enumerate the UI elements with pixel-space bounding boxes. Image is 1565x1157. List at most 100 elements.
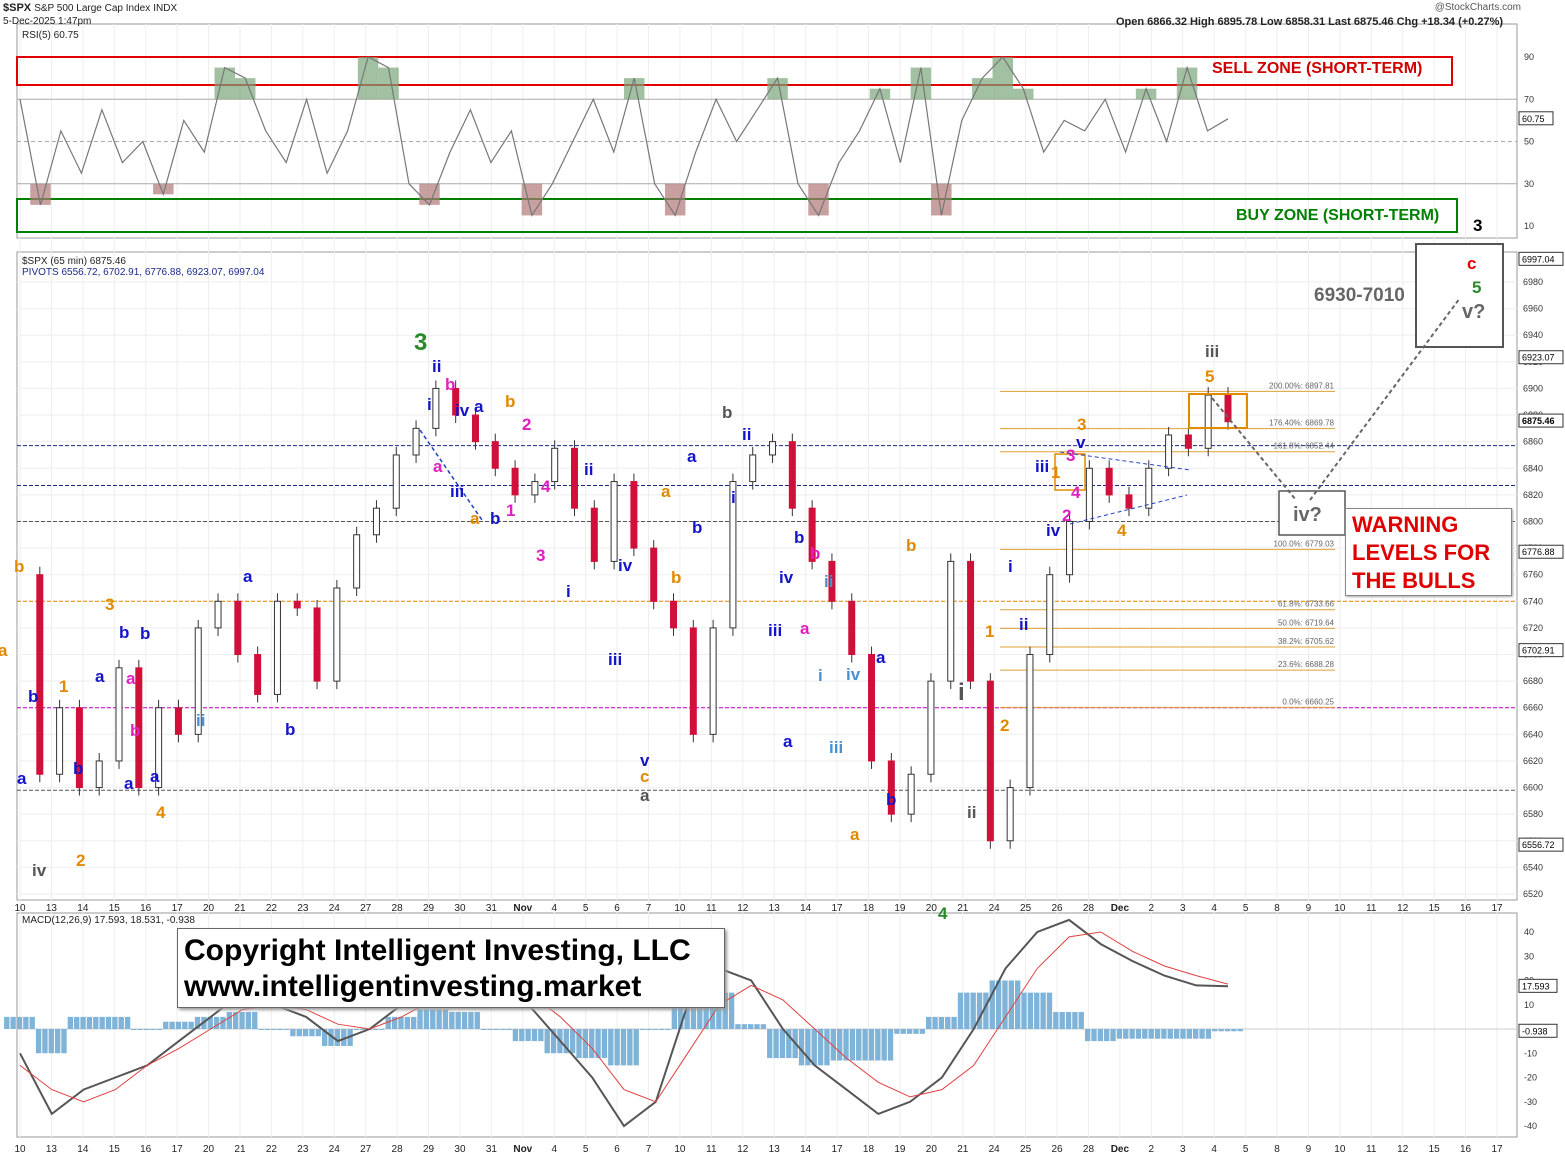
candle-body	[511, 467, 519, 496]
macd-hist-bar	[455, 1012, 461, 1029]
price-tag-box	[1518, 413, 1564, 428]
wave-label: a	[433, 457, 443, 476]
macd-hist-bar	[646, 1029, 652, 1030]
price-tag-box	[1518, 251, 1564, 266]
x-tick-label-bottom: 12	[737, 1144, 749, 1155]
macd-hist-bar	[1218, 1029, 1224, 1032]
macd-hist-bar	[989, 980, 995, 1029]
price-tick-label: 6800	[1523, 516, 1543, 526]
x-tick-label: 14	[800, 903, 812, 914]
x-tick-label: 29	[423, 903, 435, 914]
x-tick-label: 10	[674, 903, 686, 914]
x-tick-label-bottom: 13	[769, 1144, 781, 1155]
x-tick-label-bottom: 11	[1366, 1144, 1377, 1155]
macd-hist-bar	[862, 1029, 868, 1061]
wave-label: 2	[522, 415, 531, 434]
wave-label: iii	[608, 650, 622, 669]
wave-label: a	[126, 669, 136, 688]
x-tick-label: Nov	[513, 903, 532, 914]
wave-label: a	[150, 767, 160, 786]
macd-tick-label: 40	[1524, 927, 1534, 937]
rsi-legend: RSI(5) 60.75	[22, 30, 79, 41]
macd-hist-bar	[182, 1021, 188, 1029]
macd-hist-bar	[143, 1029, 150, 1030]
x-tick-label-bottom: 23	[297, 1144, 309, 1155]
macd-hist-bar	[608, 1029, 614, 1066]
wave-label: ii	[824, 572, 833, 591]
candle-body	[135, 667, 143, 789]
macd-hist-bar	[894, 1029, 900, 1034]
wave-label: i	[731, 488, 736, 507]
wave-label: b	[906, 536, 916, 555]
macd-hist-bar	[137, 1029, 143, 1030]
macd-hist-bar	[1072, 1012, 1078, 1029]
macd-hist-bar	[506, 1029, 512, 1030]
rsi-oversold-fill	[153, 183, 174, 195]
macd-hist-bar	[576, 1029, 582, 1059]
macd-hist-bar	[779, 1029, 786, 1059]
candle-body	[689, 627, 697, 735]
candle-body	[868, 654, 876, 762]
macd-hist-bar	[519, 1029, 525, 1042]
price-tick-label: 6760	[1523, 570, 1543, 580]
macd-hist-bar	[620, 1029, 627, 1066]
macd-hist-bar	[900, 1029, 906, 1034]
rsi-oversold-fill	[664, 183, 686, 216]
candle-body	[392, 454, 400, 509]
wave-label: iv	[1046, 521, 1061, 540]
macd-hist-bar	[290, 1029, 296, 1037]
macd-hist-bar	[156, 1029, 163, 1030]
macd-hist-bar	[550, 1029, 557, 1054]
macd-hist-bar	[1161, 1029, 1167, 1039]
rsi-oversold-fill	[30, 183, 51, 205]
x-tick-label-bottom: 20	[203, 1144, 215, 1155]
macd-tick-label: -20	[1524, 1073, 1537, 1083]
channel-line	[419, 429, 483, 521]
panel-frame	[16, 251, 1518, 901]
macd-hist-bar	[589, 1029, 595, 1059]
wave-label: ii	[967, 803, 976, 822]
wave-label: a	[17, 769, 27, 788]
rsi-line	[19, 56, 1229, 217]
x-tick-label: 2	[1149, 903, 1155, 914]
candle-body	[808, 507, 816, 562]
x-tick-label-bottom: 18	[863, 1144, 875, 1155]
macd-hist-bar	[194, 1016, 201, 1029]
macd-hist-bar	[569, 1029, 576, 1054]
wave-label: 2	[1062, 506, 1071, 525]
macd-hist-bar	[302, 1029, 309, 1037]
price-tick-label: 6600	[1523, 783, 1543, 793]
macd-tick-label: -30	[1524, 1097, 1537, 1107]
copyright-line: Copyright Intelligent Investing, LLC	[184, 934, 691, 967]
candle-body	[1184, 434, 1192, 449]
x-tick-label: 20	[926, 903, 938, 914]
x-tick-label: 12	[737, 903, 749, 914]
wave-label: ii	[1019, 615, 1028, 634]
candle-body	[729, 481, 737, 629]
candle-body	[590, 507, 598, 562]
macd-hist-bar	[544, 1029, 550, 1054]
macd-hist-box	[1518, 1023, 1558, 1038]
candle-body	[174, 707, 182, 735]
candle-body	[947, 560, 955, 682]
macd-hist-bar	[42, 1029, 48, 1054]
price-tag: 6556.72	[1522, 840, 1555, 850]
macd-hist-bar	[1148, 1029, 1154, 1039]
macd-hist-bar	[1212, 1029, 1218, 1032]
macd-hist-bar	[379, 1029, 385, 1030]
macd-hist-bar	[112, 1016, 118, 1029]
x-tick-label-bottom: 27	[360, 1144, 372, 1155]
macd-hist-bar	[239, 1012, 245, 1029]
macd-hist-bar	[995, 980, 1002, 1029]
macd-hist-bar	[1015, 980, 1021, 1029]
candle-body	[769, 441, 777, 456]
macd-hist-bar	[105, 1016, 112, 1029]
macd-hist-bar	[245, 1012, 252, 1029]
macd-hist-bar	[1116, 1029, 1123, 1039]
fib-label: 200.00%: 6897.81	[1269, 381, 1334, 390]
x-tick-label: 13	[769, 903, 781, 914]
macd-hist-bar	[334, 1029, 341, 1046]
candle-body	[155, 707, 163, 789]
fib-label: 176.40%: 6869.78	[1269, 419, 1334, 428]
